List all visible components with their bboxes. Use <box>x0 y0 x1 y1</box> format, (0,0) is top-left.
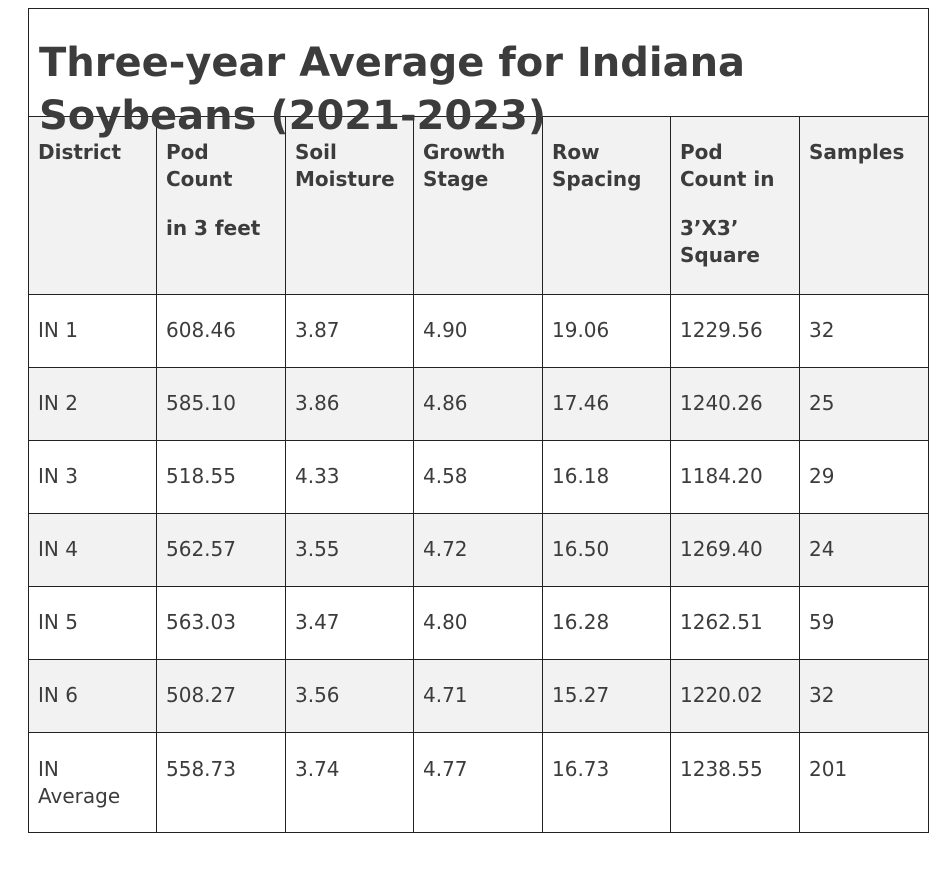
cell-row-spacing: 15.27 <box>542 659 671 733</box>
table-title-line1: Three-year Average for Indiana <box>39 40 746 86</box>
cell-pod-count: 508.27 <box>156 659 286 733</box>
cell-pod-square: 1262.51 <box>670 586 800 660</box>
cell-row-spacing: 16.18 <box>542 440 671 514</box>
cell-row-spacing: 16.28 <box>542 586 671 660</box>
cell-soil-moisture: 4.33 <box>285 440 414 514</box>
column-header-growth-stage: Growth Stage <box>413 116 543 295</box>
cell-samples: 32 <box>799 294 929 368</box>
cell-growth-stage: 4.86 <box>413 367 543 441</box>
cell-growth-stage: 4.90 <box>413 294 543 368</box>
cell-pod-count: 608.46 <box>156 294 286 368</box>
cell-pod-count: 518.55 <box>156 440 286 514</box>
table-row: IN 4 562.57 3.55 4.72 16.50 1269.40 24 <box>28 513 929 587</box>
cell-district: IN 5 <box>28 586 157 660</box>
table-row: IN 5 563.03 3.47 4.80 16.28 1262.51 59 <box>28 586 929 660</box>
cell-pod-count: 585.10 <box>156 367 286 441</box>
column-header-row-spacing: Row Spacing <box>542 116 671 295</box>
table-title: Three-year Average for Indiana Soybeans (… <box>28 8 929 139</box>
table-row: IN 2 585.10 3.86 4.86 17.46 1240.26 25 <box>28 367 929 441</box>
column-header-pod-count-square: Pod Count in 3’X3’ Square <box>670 116 800 295</box>
cell-district: IN Average <box>28 732 157 833</box>
cell-soil-moisture: 3.74 <box>285 732 414 833</box>
cell-district: IN 2 <box>28 367 157 441</box>
cell-growth-stage: 4.58 <box>413 440 543 514</box>
column-header-soil-moisture: Soil Moisture <box>285 116 414 295</box>
column-header-samples: Samples <box>799 116 929 295</box>
cell-row-spacing: 16.50 <box>542 513 671 587</box>
table-row: IN 6 508.27 3.56 4.71 15.27 1220.02 32 <box>28 659 929 733</box>
cell-growth-stage: 4.80 <box>413 586 543 660</box>
column-header-district: District <box>28 116 157 295</box>
cell-soil-moisture: 3.87 <box>285 294 414 368</box>
cell-district: IN 4 <box>28 513 157 587</box>
cell-pod-square: 1229.56 <box>670 294 800 368</box>
cell-pod-square: 1240.26 <box>670 367 800 441</box>
cell-soil-moisture: 3.55 <box>285 513 414 587</box>
soybean-average-table: Three-year Average for Indiana Soybeans (… <box>28 8 929 833</box>
cell-growth-stage: 4.71 <box>413 659 543 733</box>
cell-pod-square: 1184.20 <box>670 440 800 514</box>
data-table-container: Three-year Average for Indiana Soybeans (… <box>28 8 929 833</box>
cell-pod-count: 562.57 <box>156 513 286 587</box>
cell-samples: 32 <box>799 659 929 733</box>
column-header-pod-count: Pod Count in 3 feet <box>156 116 286 295</box>
cell-pod-count: 563.03 <box>156 586 286 660</box>
cell-district: IN 1 <box>28 294 157 368</box>
cell-soil-moisture: 3.47 <box>285 586 414 660</box>
table-row-average: IN Average 558.73 3.74 4.77 16.73 1238.55… <box>28 732 929 833</box>
cell-pod-count: 558.73 <box>156 732 286 833</box>
table-row: IN 1 608.46 3.87 4.90 19.06 1229.56 32 <box>28 294 929 368</box>
table-row: IN 3 518.55 4.33 4.58 16.18 1184.20 29 <box>28 440 929 514</box>
cell-samples: 201 <box>799 732 929 833</box>
cell-growth-stage: 4.72 <box>413 513 543 587</box>
cell-pod-square: 1220.02 <box>670 659 800 733</box>
cell-district: IN 6 <box>28 659 157 733</box>
cell-samples: 25 <box>799 367 929 441</box>
cell-row-spacing: 16.73 <box>542 732 671 833</box>
cell-samples: 29 <box>799 440 929 514</box>
cell-samples: 24 <box>799 513 929 587</box>
cell-soil-moisture: 3.86 <box>285 367 414 441</box>
cell-row-spacing: 17.46 <box>542 367 671 441</box>
table-title-line2: Soybeans (2021-2023) <box>39 93 547 139</box>
cell-pod-square: 1269.40 <box>670 513 800 587</box>
cell-row-spacing: 19.06 <box>542 294 671 368</box>
cell-growth-stage: 4.77 <box>413 732 543 833</box>
cell-samples: 59 <box>799 586 929 660</box>
cell-pod-square: 1238.55 <box>670 732 800 833</box>
header-row: District Pod Count in 3 feet Soil Moisture … <box>28 116 929 295</box>
cell-district: IN 3 <box>28 440 157 514</box>
cell-soil-moisture: 3.56 <box>285 659 414 733</box>
